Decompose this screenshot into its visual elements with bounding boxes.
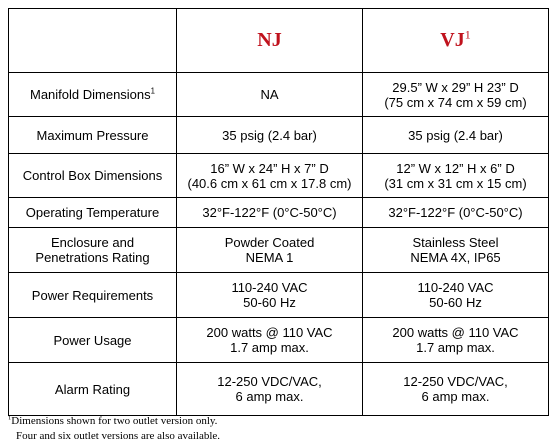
label-line: Penetrations Rating: [35, 250, 150, 265]
row-label: Alarm Rating: [8, 362, 177, 416]
superscript: 1: [8, 414, 12, 422]
column-title: VJ: [440, 29, 465, 51]
value-line: 29.5” W x 29” H 23” D: [392, 79, 519, 95]
value-cell: 110-240 VAC 50-60 Hz: [362, 272, 549, 318]
value-line: 35 psig (2.4 bar): [222, 127, 317, 143]
value-line: 6 amp max.: [421, 389, 490, 404]
value-cell: Powder Coated NEMA 1: [176, 227, 363, 273]
value-line: 12” W x 12” H x 6” D: [396, 160, 515, 176]
column-header: NJ: [176, 8, 363, 73]
row-label: Power Usage: [8, 317, 177, 363]
spec-row: Power Requirements 110-240 VAC 50-60 Hz 110…: [8, 272, 549, 318]
value-line: 35 psig (2.4 bar): [408, 127, 503, 143]
label-line: Power Requirements: [31, 287, 154, 303]
value-cell: 12-250 VDC/VAC, 6 amp max.: [362, 362, 549, 416]
value-cell: 29.5” W x 29” H 23” D (75 cm x 74 cm x 59…: [362, 72, 549, 117]
value-line: NEMA 4X, IP65: [410, 250, 501, 265]
value-line: NEMA 1: [245, 250, 294, 265]
superscript: 1: [464, 27, 471, 42]
label-line: Enclosure and: [50, 235, 135, 250]
value-cell: 200 watts @ 110 VAC 1.7 amp max.: [176, 317, 363, 363]
spec-row: Maximum Pressure 35 psig (2.4 bar) 35 psig…: [8, 116, 549, 154]
row-label: Operating Temperature: [8, 197, 177, 228]
value-line: 16” W x 24” H x 7” D: [210, 160, 329, 176]
footnote-text: Dimensions shown for two outlet version …: [11, 415, 218, 427]
spec-row: Manifold Dimensions1 NA 29.5” W x 29” H 23…: [8, 72, 549, 117]
value-line: 50-60 Hz: [429, 295, 482, 310]
superscript: 1: [150, 86, 155, 96]
spec-row: Power Usage 200 watts @ 110 VAC 1.7 amp ma…: [8, 317, 549, 363]
column-title: NJ: [257, 29, 282, 51]
column-header: VJ1: [362, 8, 549, 73]
value-cell: Stainless Steel NEMA 4X, IP65: [362, 227, 549, 273]
header-row: NJ VJ1: [8, 8, 549, 73]
value-cell: 35 psig (2.4 bar): [176, 116, 363, 154]
value-line: (40.6 cm x 61 cm x 17.8 cm): [187, 175, 352, 191]
value-line: 1.7 amp max.: [416, 340, 495, 355]
value-cell: 110-240 VAC 50-60 Hz: [176, 272, 363, 318]
value-line: NA: [260, 87, 279, 102]
row-label: Maximum Pressure: [8, 116, 177, 154]
value-line: 110-240 VAC: [231, 280, 308, 295]
value-line: 50-60 Hz: [243, 295, 296, 310]
label-line: Power Usage: [53, 332, 132, 348]
value-cell: NA: [176, 72, 363, 117]
spec-table: NJ VJ1 Manifold Dimensions1 NA 29.5” W x 29”…: [8, 8, 549, 416]
row-label: Power Requirements: [8, 272, 177, 318]
value-line: 200 watts @ 110 VAC: [392, 325, 519, 340]
value-line: 110-240 VAC: [417, 280, 494, 295]
corner-cell: [8, 8, 177, 73]
spec-row: Enclosure and Penetrations Rating Powder C…: [8, 227, 549, 273]
row-label: Control Box Dimensions: [8, 153, 177, 198]
value-cell: 32°F-122°F (0°C-50°C): [176, 197, 363, 228]
value-line: 32°F-122°F (0°C-50°C): [388, 205, 523, 220]
label-line: Alarm Rating: [54, 381, 131, 397]
spec-row: Operating Temperature 32°F-122°F (0°C-50°…: [8, 197, 549, 228]
label-line: Control Box Dimensions: [22, 168, 163, 183]
footnote-text: Four and six outlet versions are also av…: [16, 430, 221, 442]
value-cell: 200 watts @ 110 VAC 1.7 amp max.: [362, 317, 549, 363]
value-line: (75 cm x 74 cm x 59 cm): [384, 94, 527, 110]
value-cell: 32°F-122°F (0°C-50°C): [362, 197, 549, 228]
value-line: 12-250 VDC/VAC,: [403, 374, 508, 389]
footnote-line: Four and six outlet versions are also av…: [8, 429, 220, 444]
footnote: 1Dimensions shown for two outlet version…: [8, 414, 220, 444]
label-line: Maximum Pressure: [36, 127, 149, 143]
footnote-line: 1Dimensions shown for two outlet version…: [8, 414, 220, 429]
value-line: 32°F-122°F (0°C-50°C): [202, 205, 337, 220]
value-line: Stainless Steel: [412, 235, 499, 250]
value-line: 200 watts @ 110 VAC: [206, 325, 333, 340]
spec-row: Alarm Rating 12-250 VDC/VAC, 6 amp max. 12-…: [8, 362, 549, 416]
value-cell: 12-250 VDC/VAC, 6 amp max.: [176, 362, 363, 416]
row-label: Manifold Dimensions1: [8, 72, 177, 117]
spec-row: Control Box Dimensions 16” W x 24” H x 7”…: [8, 153, 549, 198]
row-label: Enclosure and Penetrations Rating: [8, 227, 177, 273]
value-cell: 35 psig (2.4 bar): [362, 116, 549, 154]
value-line: 1.7 amp max.: [230, 340, 309, 355]
value-cell: 16” W x 24” H x 7” D (40.6 cm x 61 cm x 1…: [176, 153, 363, 198]
value-line: 6 amp max.: [235, 389, 304, 404]
value-cell: 12” W x 12” H x 6” D (31 cm x 31 cm x 15 …: [362, 153, 549, 198]
label-line: Operating Temperature: [25, 205, 160, 220]
value-line: Powder Coated: [224, 235, 315, 250]
value-line: 12-250 VDC/VAC,: [217, 374, 322, 389]
label-line: Manifold Dimensions1: [29, 86, 155, 102]
value-line: (31 cm x 31 cm x 15 cm): [384, 175, 527, 191]
